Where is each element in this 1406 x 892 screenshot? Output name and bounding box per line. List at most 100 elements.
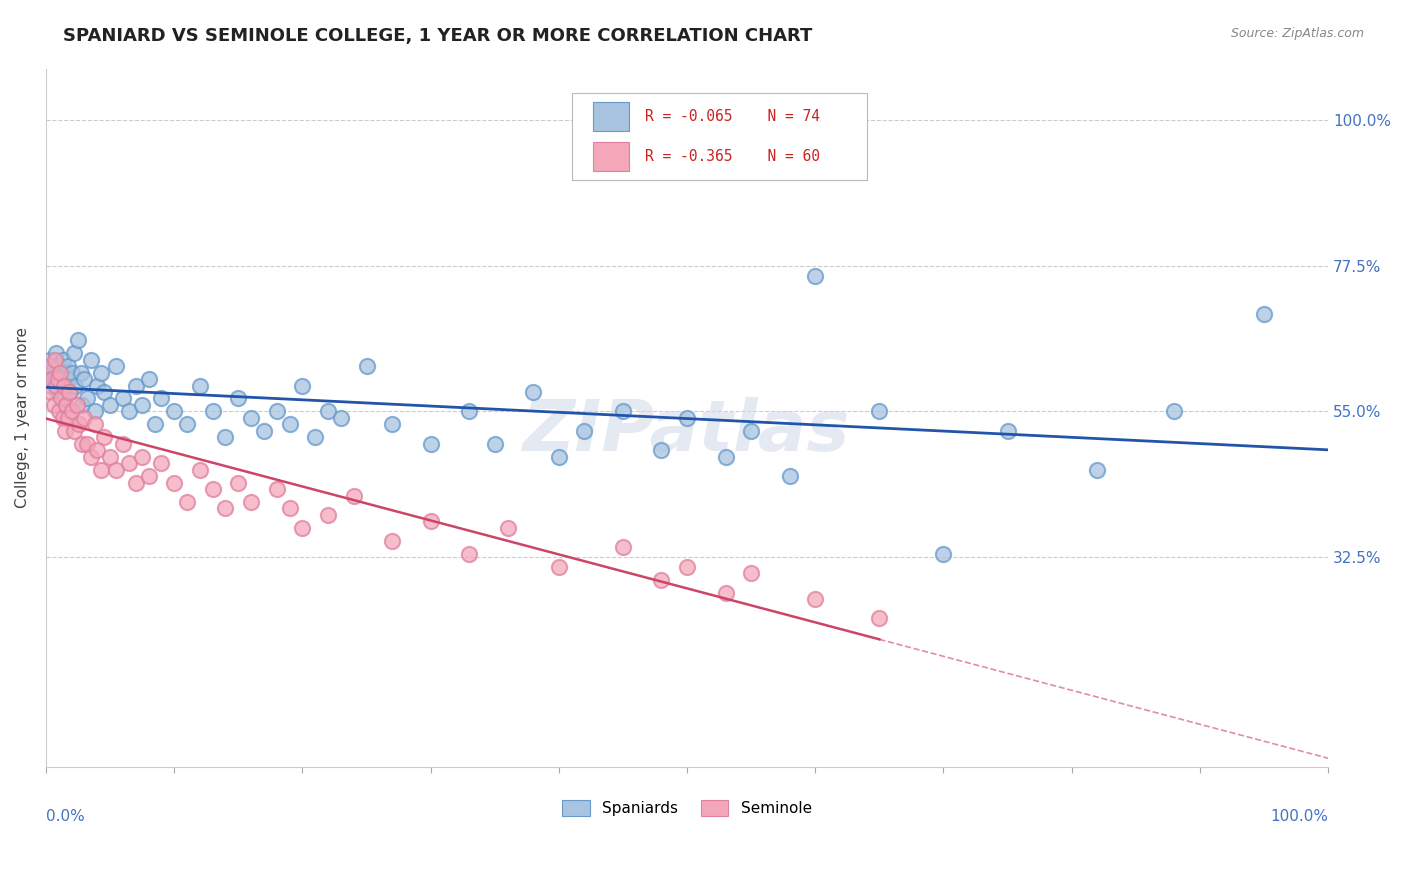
Point (547, 559, 569, 574)
Point (547, 450, 569, 464)
Point (266, 482, 288, 496)
Point (52, 410, 75, 425)
Point (804, 268, 827, 283)
Point (66, 333, 89, 347)
Text: R = -0.365    N = 60: R = -0.365 N = 60 (645, 149, 820, 164)
Point (458, 404, 481, 418)
Point (51, 392, 73, 406)
Point (65, 378, 87, 392)
Point (80, 352, 103, 367)
Point (201, 404, 224, 418)
Point (42, 359, 65, 373)
Point (381, 417, 404, 432)
Point (46, 372, 69, 386)
Point (86, 378, 108, 392)
Point (56, 359, 79, 373)
Point (932, 547, 955, 561)
Point (676, 410, 699, 425)
Point (226, 475, 249, 490)
Point (150, 392, 173, 406)
Point (458, 547, 481, 561)
Point (45, 346, 67, 360)
Point (138, 469, 160, 483)
Point (291, 378, 314, 392)
Point (740, 424, 762, 438)
Point (997, 424, 1019, 438)
Point (868, 611, 890, 625)
Point (55, 398, 77, 412)
Point (73, 410, 96, 425)
Point (39, 378, 62, 392)
Point (278, 501, 301, 516)
Point (676, 559, 699, 574)
Point (343, 489, 366, 503)
Point (316, 508, 339, 522)
Point (98, 398, 121, 412)
Point (214, 430, 236, 444)
Point (63, 346, 86, 360)
Point (44, 352, 66, 367)
Point (163, 404, 186, 418)
Point (612, 404, 634, 418)
Point (118, 404, 141, 418)
Point (329, 410, 352, 425)
FancyBboxPatch shape (572, 93, 866, 180)
Point (76, 392, 98, 406)
Point (176, 495, 198, 509)
Point (150, 456, 173, 470)
Point (111, 392, 134, 406)
Point (56, 410, 79, 425)
Text: R = -0.065    N = 74: R = -0.065 N = 74 (645, 109, 820, 124)
Point (253, 424, 276, 438)
Point (59, 384, 82, 399)
Point (522, 384, 544, 399)
Point (131, 398, 153, 412)
Point (868, 404, 890, 418)
Point (214, 501, 236, 516)
Point (240, 495, 263, 509)
Point (49, 372, 72, 386)
Point (779, 469, 801, 483)
Point (42, 398, 65, 412)
Point (55, 378, 77, 392)
Point (650, 573, 672, 587)
Point (41, 366, 63, 380)
Point (381, 533, 404, 548)
Point (125, 475, 148, 490)
Point (650, 443, 672, 458)
Point (52, 352, 75, 367)
Point (90, 463, 112, 477)
Point (76, 437, 98, 451)
Point (45, 378, 67, 392)
Point (70, 398, 93, 412)
Point (163, 475, 186, 490)
Point (419, 515, 441, 529)
Point (143, 417, 166, 432)
Point (38, 352, 60, 367)
Point (58, 372, 80, 386)
Point (226, 392, 249, 406)
Point (49, 366, 72, 380)
Point (484, 437, 506, 451)
Point (714, 585, 737, 599)
Text: 0.0%: 0.0% (46, 809, 84, 824)
Point (496, 521, 519, 535)
Point (201, 482, 224, 496)
Point (1085, 463, 1108, 477)
Point (131, 450, 153, 464)
Point (105, 359, 128, 373)
Point (83, 417, 105, 432)
Point (51, 378, 73, 392)
Bar (593, 142, 630, 171)
Text: SPANIARD VS SEMINOLE COLLEGE, 1 YEAR OR MORE CORRELATION CHART: SPANIARD VS SEMINOLE COLLEGE, 1 YEAR OR … (63, 27, 813, 45)
Point (53, 366, 76, 380)
Point (240, 410, 263, 425)
Point (46, 384, 69, 399)
Point (574, 424, 596, 438)
Point (60, 404, 83, 418)
Point (39, 384, 62, 399)
Point (419, 437, 441, 451)
Point (73, 372, 96, 386)
Point (118, 456, 141, 470)
Point (44, 372, 66, 386)
